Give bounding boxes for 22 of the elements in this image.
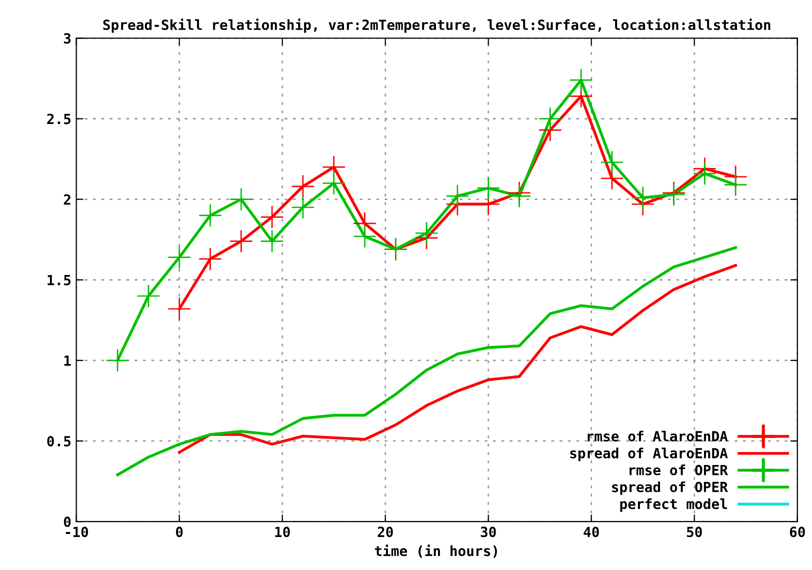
y-tick-label: 1	[64, 356, 71, 366]
chart-title: Spread-Skill relationship, var:2mTemperature, level:Surface, location:allstation	[103, 18, 770, 33]
x-tick-label: 30	[480, 526, 496, 538]
x-tick-label: 20	[378, 526, 393, 538]
x-tick-label: 10	[275, 526, 290, 538]
x-tick-label: 40	[584, 526, 599, 538]
y-tick-label: 0	[64, 516, 71, 528]
legend-label: rmse of AlaroEnDA	[588, 430, 728, 442]
x-tick-label: 50	[686, 526, 702, 538]
y-tick-label: 3	[64, 33, 71, 44]
x-axis-title: time (in hours)	[374, 544, 497, 558]
x-tick-label: 60	[790, 526, 805, 538]
x-tick-label: 0	[176, 526, 183, 538]
x-tick-label: -10	[66, 526, 88, 538]
y-tick-label: 2	[64, 194, 70, 205]
y-tick-label: 1.5	[48, 275, 71, 286]
legend-label: perfect model	[620, 498, 727, 512]
y-tick-label: 2.5	[47, 114, 71, 124]
y-tick-label: 0.5	[47, 436, 71, 446]
legend-label: rmse of OPER	[630, 464, 728, 476]
legend-label: spread of AlaroEnDA	[570, 448, 728, 462]
legend-label: spread of OPER	[612, 481, 728, 495]
